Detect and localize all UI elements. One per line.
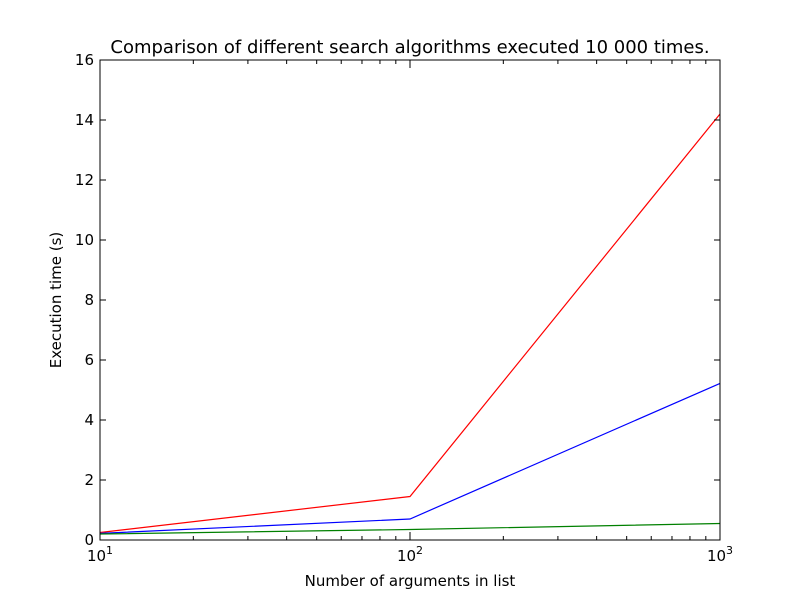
plot-frame — [99, 59, 721, 541]
x-tick-label: 101 — [87, 544, 113, 565]
x-tick-exponent: 1 — [106, 544, 113, 557]
y-tick-label: 2 — [84, 471, 94, 489]
series-line-2 — [99, 382, 721, 534]
y-axis-label: Execution time (s) — [47, 232, 65, 369]
y-tick-label: 8 — [84, 291, 94, 309]
x-tick-base: 10 — [87, 547, 106, 565]
series-line-3 — [99, 522, 721, 535]
x-tick-base: 10 — [397, 547, 416, 565]
y-tick-label: 10 — [75, 231, 94, 249]
y-tick-label: 0 — [84, 531, 94, 549]
y-tick-label: 4 — [84, 411, 94, 429]
x-axis-label: Number of arguments in list — [305, 572, 516, 590]
y-tick-label: 6 — [84, 351, 94, 369]
chart-title: Comparison of different search algorithm… — [110, 37, 709, 58]
series-line-1 — [99, 113, 721, 534]
y-tick-label: 16 — [75, 51, 94, 69]
y-tick-label: 14 — [75, 111, 94, 129]
y-tick-label: 12 — [75, 171, 94, 189]
series-layer — [99, 113, 721, 535]
x-tick-label: 103 — [707, 544, 733, 565]
x-tick-exponent: 2 — [416, 544, 423, 557]
x-tick-exponent: 3 — [726, 544, 733, 557]
x-tick-label: 102 — [397, 544, 423, 565]
x-tick-base: 10 — [707, 547, 726, 565]
